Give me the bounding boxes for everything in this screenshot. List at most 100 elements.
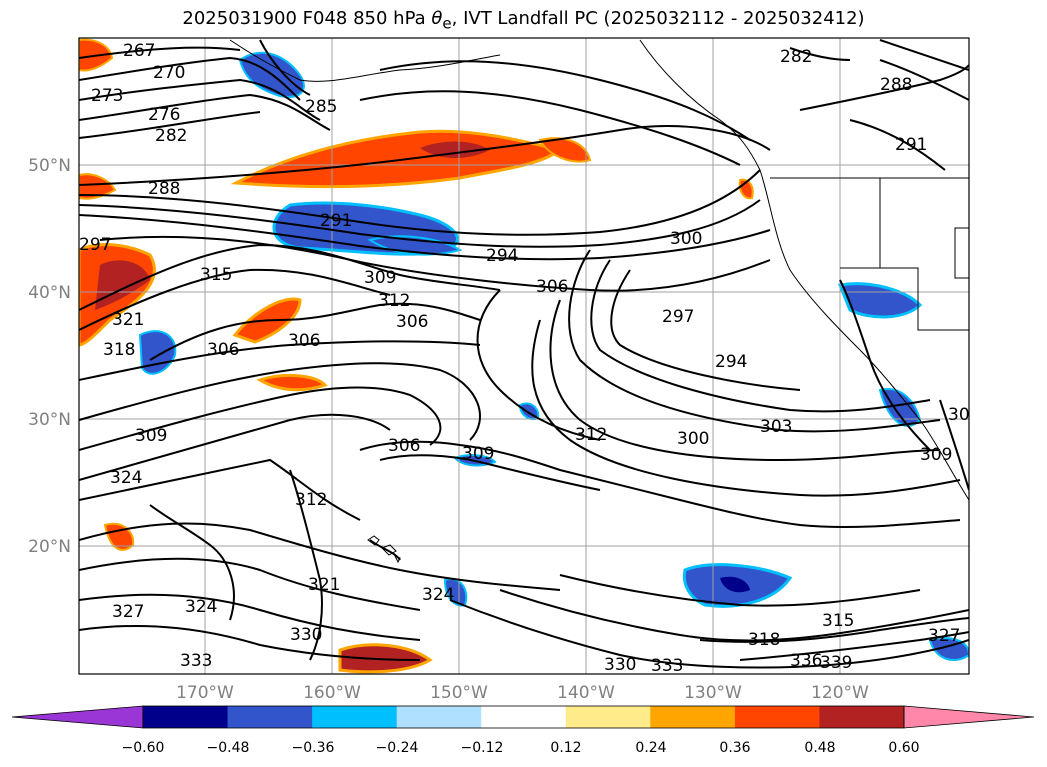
contour-line — [79, 169, 761, 236]
contour-label: 306 — [288, 331, 320, 351]
colorbar-under-triangle — [11, 705, 144, 729]
contour-line — [531, 319, 961, 497]
contour-line — [799, 64, 969, 111]
contour-line — [590, 259, 931, 413]
contour-line — [99, 235, 771, 292]
contour-label: 306 — [948, 405, 980, 425]
theta-e-contours — [79, 39, 969, 669]
contour-line — [549, 299, 941, 462]
contour-label: 291 — [895, 135, 927, 155]
contour-line — [476, 289, 601, 441]
contour-label: 297 — [79, 235, 111, 255]
contour-label: 300 — [677, 429, 709, 449]
colorbar-bin — [565, 706, 651, 728]
colorbar-tick-label: −0.36 — [292, 740, 335, 756]
contour-label: 291 — [320, 211, 352, 231]
coastline-north-america — [759, 169, 969, 501]
colorbar-tick-label: 0.24 — [635, 740, 666, 756]
contour-label: 339 — [820, 653, 852, 673]
contour-label: 318 — [103, 340, 135, 360]
contour-line — [359, 440, 961, 529]
contour-line — [379, 60, 751, 141]
contour-label: 318 — [748, 630, 780, 650]
contour-line — [79, 340, 481, 381]
contour-line — [79, 413, 391, 481]
theta-subscript: e — [442, 14, 452, 33]
longitude-labels: 170°W 160°W 150°W 140°W 130°W 120°W — [176, 683, 869, 703]
contour-line — [379, 454, 601, 491]
contour-label: 267 — [123, 41, 155, 61]
colorbar-tick-label: −0.24 — [376, 740, 419, 756]
anomaly-blob — [103, 522, 135, 551]
contour-label: 288 — [148, 179, 180, 199]
contour-line — [79, 386, 442, 451]
colorbar-over-triangle — [903, 705, 1035, 729]
coastline-alaska-panhandle — [639, 39, 761, 171]
contour-label: 327 — [928, 626, 960, 646]
lon-label: 150°W — [430, 683, 488, 703]
contour-label: 333 — [180, 651, 212, 671]
colorbar-bin — [819, 706, 905, 728]
colorbar-bin — [650, 706, 736, 728]
contour-line — [699, 617, 969, 643]
contour-line — [79, 362, 481, 441]
colorbar-tick-label: 0.36 — [719, 740, 750, 756]
contour-label: 273 — [91, 86, 123, 106]
contour-label: 309 — [920, 445, 952, 465]
contour-line — [79, 46, 241, 59]
colorbar-tick-label: 0.60 — [888, 740, 919, 756]
contour-label: 324 — [110, 468, 142, 488]
colorbar-tick-label: −0.48 — [207, 740, 250, 756]
contour-label: 324 — [185, 597, 217, 617]
colorbar-bin — [481, 706, 567, 728]
contour-line — [939, 399, 969, 491]
contour-labels: 267 270 273 276 282 288 291 294 300 306 … — [79, 41, 980, 676]
anomaly-blob — [720, 576, 750, 593]
contour-line — [79, 214, 771, 261]
contour-label: 294 — [486, 246, 518, 266]
contour-label: 327 — [112, 602, 144, 622]
hawaii-islands — [367, 535, 401, 564]
colorbar-tick-label: 0.12 — [550, 740, 581, 756]
lon-label: 130°W — [684, 683, 742, 703]
lon-label: 140°W — [557, 683, 615, 703]
contour-label: 294 — [715, 352, 747, 372]
contour-label: 321 — [308, 575, 340, 595]
contour-label: 309 — [135, 426, 167, 446]
contour-label: 309 — [364, 268, 396, 288]
contour-label: 312 — [575, 425, 607, 445]
contour-label: 306 — [388, 436, 420, 456]
latitude-labels: 50°N 40°N 30°N 20°N — [28, 156, 71, 557]
contour-line — [79, 56, 301, 101]
contour-label: 270 — [153, 63, 185, 83]
lat-label: 20°N — [28, 537, 71, 557]
colorbar-frame — [142, 705, 905, 729]
contour-label: 336 — [790, 651, 822, 671]
contour-line — [449, 599, 969, 669]
colorbar-tick-label: −0.60 — [122, 740, 165, 756]
contour-label: 333 — [651, 656, 683, 676]
contour-line — [259, 39, 311, 96]
contour-label: 330 — [290, 625, 322, 645]
contour-line — [79, 199, 761, 248]
contour-label: 309 — [462, 444, 494, 464]
contour-label: 285 — [305, 97, 337, 117]
contour-label: 306 — [536, 277, 568, 297]
colorbar-bin — [734, 706, 820, 728]
contour-line — [79, 458, 361, 521]
colorbar — [11, 705, 1035, 729]
colorbar-bin — [143, 706, 229, 728]
contour-label: 324 — [422, 585, 454, 605]
anomaly-blob — [79, 173, 117, 200]
colorbar-tick-label: −0.12 — [461, 740, 504, 756]
contour-line — [79, 624, 421, 661]
lon-label: 120°W — [811, 683, 869, 703]
contour-line — [149, 504, 235, 621]
contour-line — [79, 111, 261, 139]
contour-line — [499, 589, 969, 642]
contour-line — [568, 249, 941, 433]
contour-label: 288 — [880, 75, 912, 95]
anomaly-blob — [95, 260, 150, 310]
contour-line — [359, 90, 741, 166]
